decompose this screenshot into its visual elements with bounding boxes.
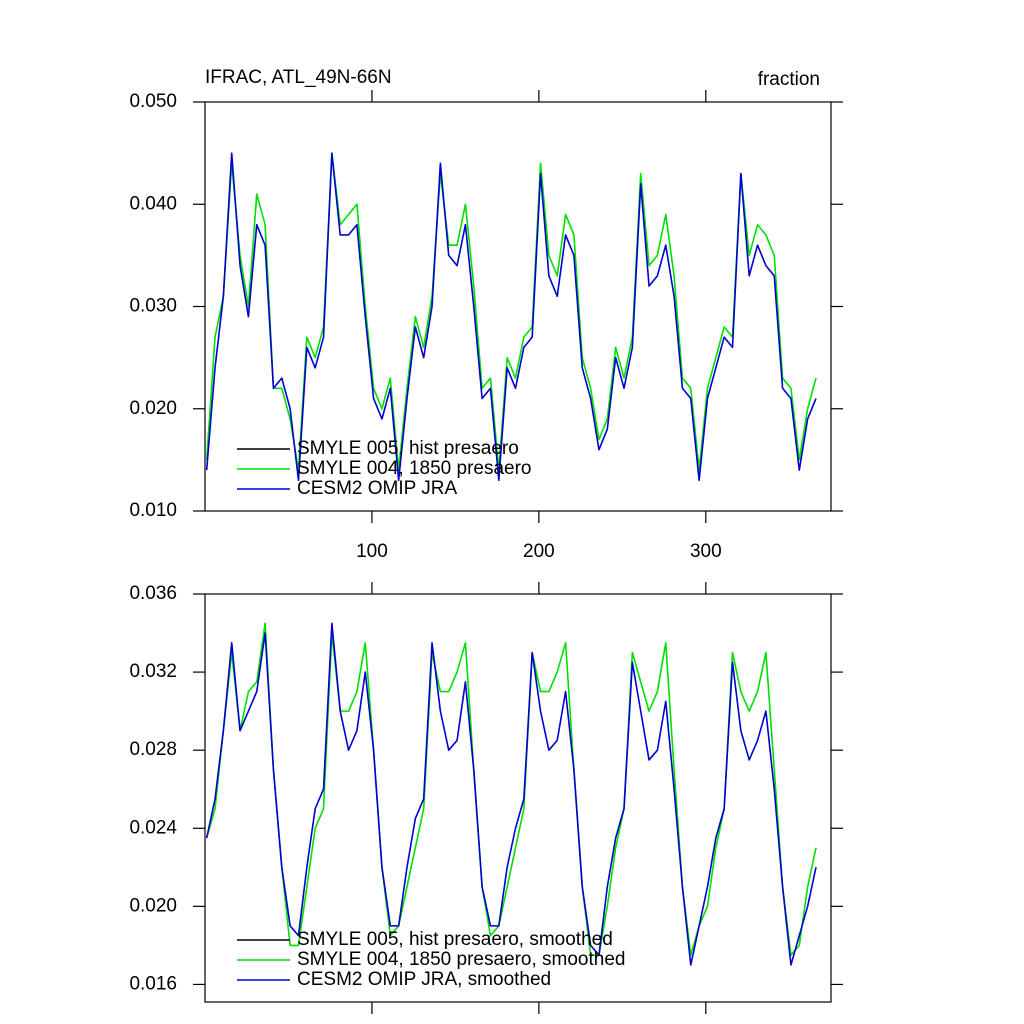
y-tick-label: 0.050 xyxy=(129,91,177,112)
series-line xyxy=(205,152,817,482)
x-tick-label: 200 xyxy=(523,541,555,562)
x-tick-label: 300 xyxy=(690,541,722,562)
units-label: fraction xyxy=(758,69,820,90)
legend-label: SMYLE 005, hist presaero xyxy=(297,438,519,459)
y-tick-label: 0.030 xyxy=(129,296,177,317)
legend-label: SMYLE 004, 1850 presaero, smoothed xyxy=(297,949,625,970)
series-line xyxy=(205,622,817,966)
series-line xyxy=(205,622,817,956)
y-tick-label: 0.020 xyxy=(129,398,177,419)
y-tick-label: 0.032 xyxy=(129,661,177,682)
plot-frame xyxy=(204,593,832,1003)
y-tick-label: 0.020 xyxy=(129,895,177,916)
y-tick-label: 0.016 xyxy=(129,973,177,994)
y-tick-label: 0.028 xyxy=(129,739,177,760)
y-tick-label: 0.040 xyxy=(129,193,177,214)
y-tick-label: 0.036 xyxy=(129,583,177,604)
chart-title: IFRAC, ATL_49N-66N xyxy=(205,67,392,88)
y-tick-label: 0.024 xyxy=(129,817,177,838)
y-tick-label: 0.010 xyxy=(129,500,177,521)
legend-label: CESM2 OMIP JRA xyxy=(297,478,457,499)
legend-label: CESM2 OMIP JRA, smoothed xyxy=(297,969,551,990)
x-tick-label: 100 xyxy=(356,541,388,562)
legend-label: SMYLE 005, hist presaero, smoothed xyxy=(297,929,613,950)
legend-label: SMYLE 004, 1850 presaero xyxy=(297,458,532,479)
series-line xyxy=(205,152,817,471)
